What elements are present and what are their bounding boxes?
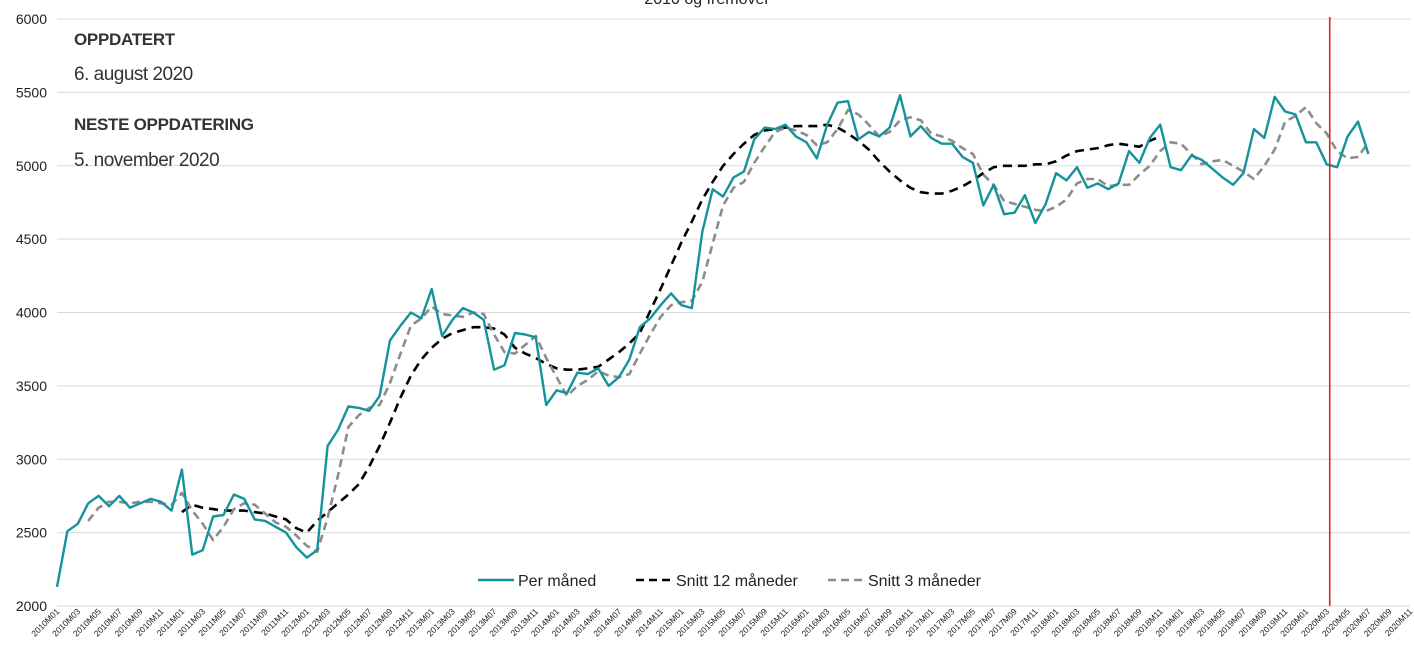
updated-heading: OPPDATERT — [74, 30, 175, 49]
updated-date: 6. august 2020 — [74, 64, 193, 85]
series-line-2 — [87, 105, 1370, 554]
y-tick-label: 4000 — [16, 305, 47, 321]
y-tick-label: 4500 — [16, 231, 47, 247]
y-axis-tick-labels: 2000 2500 3000 3500 4000 4500 5000 5500 6000 — [16, 11, 47, 614]
x-axis-tick-labels: 2010M012010M032010M052010M072010M092010M… — [29, 606, 1414, 638]
series-line-1 — [181, 123, 1161, 534]
y-tick-label: 6000 — [16, 11, 47, 27]
y-tick-label: 3000 — [16, 451, 47, 467]
y-tick-label: 3500 — [16, 378, 47, 394]
next-update-date: 5. november 2020 — [74, 150, 220, 171]
y-tick-label: 2000 — [16, 598, 47, 614]
legend-label: Snitt 3 måneder — [868, 572, 982, 590]
series-line-0 — [55, 94, 1370, 588]
legend-label: Snitt 12 måneder — [676, 572, 799, 590]
legend: Per måned Snitt 12 måneder Snitt 3 måneder — [478, 572, 982, 590]
gridlines — [57, 18, 1410, 607]
y-tick-label: 5500 — [16, 84, 47, 100]
y-tick-label: 5000 — [16, 158, 47, 174]
y-tick-label: 2500 — [16, 525, 47, 541]
legend-label: Per måned — [518, 572, 596, 590]
data-series — [55, 94, 1370, 588]
chart-title: 2010 og fremover — [0, 0, 1414, 9]
next-update-heading: NESTE OPPDATERING — [74, 115, 254, 134]
